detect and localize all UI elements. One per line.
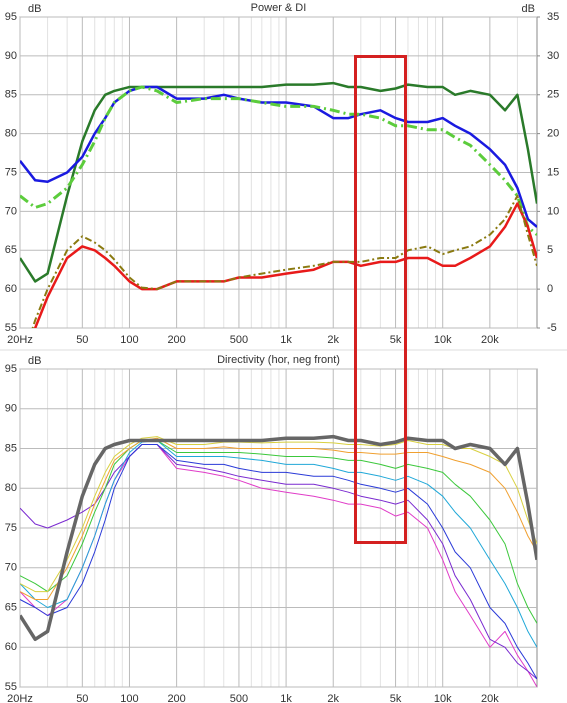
x-tick-label: 100 [120,693,138,703]
x-tick-label: 200 [167,334,185,346]
y2-axis-label: dB [522,3,535,15]
series-line [20,440,537,648]
y-tick-label: 60 [5,641,17,653]
series-line [20,85,537,236]
x-tick-label: 200 [167,693,185,703]
x-tick-label: 500 [230,334,248,346]
x-tick-label: 100 [120,334,138,346]
y2-tick-label: 15 [547,166,559,178]
x-tick-label: 5k [390,334,402,346]
x-tick-label: 20Hz [7,693,33,703]
y2-tick-label: 35 [547,11,559,23]
y-tick-label: 95 [5,11,17,23]
x-tick-label: 50 [76,334,88,346]
y-tick-label: 75 [5,166,17,178]
y-tick-label: 55 [5,322,17,334]
x-tick-label: 10k [434,693,452,703]
series-line [20,81,537,283]
x-tick-label: 1k [280,334,292,346]
y-tick-label: 75 [5,522,17,534]
y-tick-label: 65 [5,601,17,613]
series-line [20,440,537,624]
x-tick-label: 10k [434,334,452,346]
series-line [31,194,537,328]
y-tick-label: 55 [5,681,17,693]
y-tick-label: 85 [5,442,17,454]
series-group [20,81,537,328]
y2-tick-label: 0 [547,283,553,295]
series-line [20,444,537,680]
y2-tick-label: 20 [547,128,559,140]
x-tick-label: 50 [76,693,88,703]
y2-tick-label: 10 [547,205,559,217]
y-tick-label: 90 [5,403,17,415]
x-tick-label: 20k [481,334,499,346]
y-tick-label: 70 [5,562,17,574]
y-tick-label: 60 [5,283,17,295]
series-line [20,434,537,642]
y-tick-label: 80 [5,482,17,494]
series-line [20,444,537,680]
y2-tick-label: 5 [547,244,553,256]
chart-title: Power & DI [251,2,307,14]
highlight-box [354,55,407,544]
x-tick-label: 1k [280,693,292,703]
y-tick-label: 85 [5,89,17,101]
y-axis-label: dB [28,355,41,367]
y-tick-label: 95 [5,363,17,375]
x-tick-label: 500 [230,693,248,703]
x-tick-label: 2k [327,693,339,703]
y2-tick-label: 30 [547,50,559,62]
y-tick-label: 80 [5,128,17,140]
y-tick-label: 90 [5,50,17,62]
series-line [20,437,537,600]
chart-title: Directivity (hor, neg front) [217,354,340,366]
x-tick-label: 20Hz [7,334,33,346]
series-group [20,434,537,687]
series-line [20,436,537,593]
x-tick-label: 2k [327,334,339,346]
y2-tick-label: -5 [547,322,557,334]
series-line [20,85,537,228]
y2-tick-label: 25 [547,89,559,101]
y-tick-label: 70 [5,205,17,217]
y-tick-label: 65 [5,244,17,256]
series-line [33,202,537,328]
y-axis-label: dB [28,3,41,15]
x-tick-label: 5k [390,693,402,703]
x-tick-label: 20k [481,693,499,703]
